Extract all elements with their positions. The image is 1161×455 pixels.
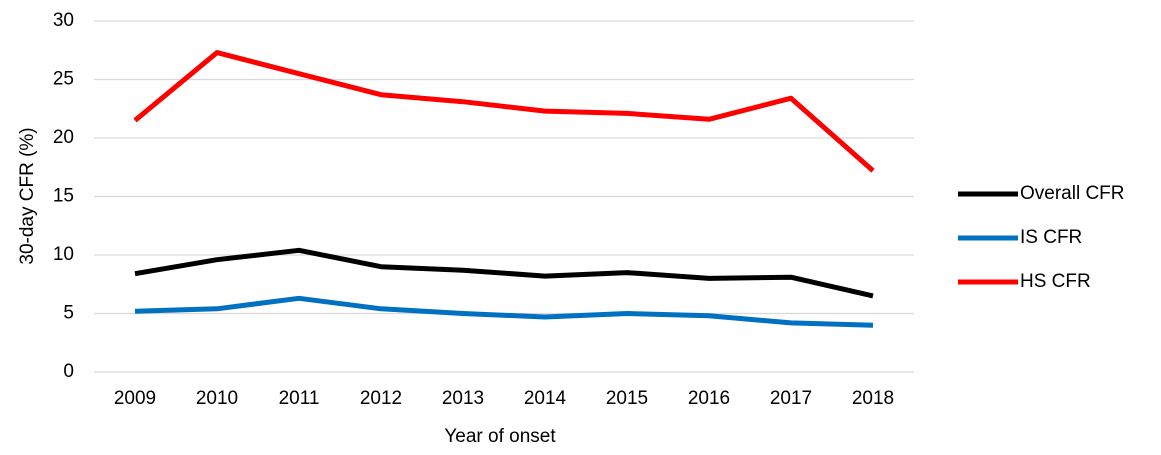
- y-tick-label: 0: [63, 361, 74, 382]
- x-tick-label: 2009: [114, 388, 156, 409]
- x-tick-label: 2018: [852, 388, 894, 409]
- y-tick-label: 15: [53, 186, 74, 207]
- x-tick-label: 2014: [524, 388, 567, 409]
- y-tick-label: 20: [53, 127, 74, 148]
- x-tick-label: 2015: [606, 388, 648, 409]
- x-tick-label: 2011: [279, 388, 320, 409]
- legend-label: HS CFR: [1020, 271, 1091, 292]
- line-series: [134, 295, 874, 328]
- legend-label: IS CFR: [1020, 227, 1082, 248]
- y-axis-label: 30-day CFR (%): [17, 127, 38, 264]
- y-tick-label: 10: [53, 244, 74, 265]
- x-tick-label: 2012: [360, 388, 402, 409]
- y-tick-label: 5: [63, 303, 74, 324]
- x-tick-label: 2010: [196, 388, 238, 409]
- legend-label: Overall CFR: [1020, 183, 1125, 204]
- line-series: [134, 247, 874, 299]
- x-axis-label: Year of onset: [444, 426, 556, 447]
- x-tick-label: 2017: [770, 388, 812, 409]
- y-tick-label: 25: [53, 69, 74, 90]
- line-series: [133, 50, 875, 173]
- y-tick-label: 30: [53, 10, 74, 31]
- x-tick-label: 2016: [688, 388, 730, 409]
- x-tick-label: 2013: [442, 388, 484, 409]
